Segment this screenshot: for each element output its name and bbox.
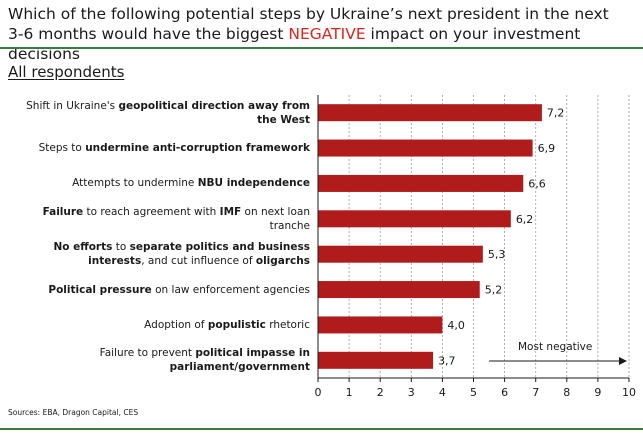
category-label-7-part-3: rhetoric	[265, 318, 310, 331]
category-label-8-part-1: Failure to prevent	[99, 347, 196, 360]
x-tick-label-1: 1	[346, 386, 353, 399]
category-label-4: Failure to reach agreement with IMF on n…	[10, 205, 310, 233]
arrow-head	[619, 357, 627, 365]
category-label-3-part-2: NBU independence	[197, 177, 310, 190]
value-label-1: 7,2	[547, 107, 565, 120]
category-label-5: No efforts to separate politics and busi…	[10, 240, 310, 268]
category-label-8: Failure to prevent political impasse in p…	[10, 346, 310, 374]
category-label-6: Political pressure on law enforcement ag…	[10, 283, 310, 297]
category-label-6-part-1: Political pressure	[48, 283, 152, 296]
category-label-1-part-2: geopolitical direction away from	[118, 99, 310, 112]
bar-7	[318, 316, 443, 334]
category-label-4-part-1: Failure	[42, 205, 84, 218]
x-axis: 0 1 2 3 4 5 6 7 8 9 10	[315, 95, 636, 399]
category-label-4-part-2: to reach agreement with	[83, 205, 220, 218]
value-label-4: 6,2	[516, 213, 534, 226]
bar-2	[318, 139, 533, 157]
bottom-divider	[0, 428, 643, 430]
category-label-7-part-2: populistic	[207, 318, 266, 331]
category-label-1: Shift in Ukraine's geopolitical directio…	[10, 99, 310, 127]
top-divider	[0, 47, 643, 49]
category-label-2: Steps to undermine anti-corruption frame…	[10, 141, 310, 155]
value-label-8: 3,7	[438, 354, 456, 367]
x-tick-label-9: 9	[594, 386, 601, 399]
bar-3	[318, 174, 524, 192]
bar-4	[318, 210, 511, 228]
x-tick-label-10: 10	[622, 386, 636, 399]
category-label-1-part-4: the West	[257, 113, 310, 126]
chart-title: Which of the following potential steps b…	[8, 4, 638, 64]
value-label-7: 4,0	[447, 319, 465, 332]
category-label-5-part-7: oligarchs	[255, 255, 310, 268]
title-line-2-start: 3-6 months would have the biggest	[8, 25, 289, 43]
x-tick-label-4: 4	[439, 386, 446, 399]
x-tick-label-2: 2	[377, 386, 384, 399]
category-label-7-part-1: Adoption of	[144, 318, 208, 331]
value-label-2: 6,9	[538, 142, 556, 155]
category-label-6-part-2: on law enforcement agencies	[151, 283, 310, 296]
category-label-4-part-6: tranche	[269, 219, 310, 232]
category-label-3-part-1: Attempts to undermine	[72, 177, 198, 190]
category-label-1-part-1: Shift in Ukraine's	[26, 99, 119, 112]
x-tick-label-6: 6	[501, 386, 508, 399]
bar-1	[318, 104, 542, 122]
category-label-2-part-1: Steps to	[38, 142, 86, 155]
bar-8	[318, 351, 434, 369]
x-tick-label-7: 7	[532, 386, 539, 399]
bar-5	[318, 245, 483, 263]
value-label-5: 5,3	[488, 248, 506, 261]
chart-subtitle: All respondents	[8, 63, 125, 81]
category-label-5-part-5: interests	[88, 255, 142, 268]
category-label-7: Adoption of populistic rhetoric	[10, 318, 310, 332]
category-label-4-part-3: IMF	[219, 205, 242, 218]
x-tick-label-8: 8	[563, 386, 570, 399]
title-line-1: Which of the following potential steps b…	[8, 5, 609, 23]
value-label-6: 5,2	[485, 284, 503, 297]
x-tick-label-0: 0	[315, 386, 322, 399]
title-highlight: NEGATIVE	[288, 25, 366, 43]
x-tick-label-3: 3	[408, 386, 415, 399]
title-line-2-end: impact on your investment decisions	[8, 25, 581, 63]
category-label-5-part-1: No efforts	[53, 241, 113, 254]
gridlines	[348, 95, 630, 378]
category-label-5-part-2: to	[112, 241, 130, 254]
value-label-3: 6,6	[528, 177, 546, 190]
category-label-5-part-6: , and cut influence of	[141, 255, 256, 268]
category-label-2-part-2: undermine anti-corruption framework	[85, 142, 310, 155]
bar-6	[318, 281, 480, 299]
annotation-most-negative: Most negative	[518, 341, 593, 353]
most-negative-arrow	[489, 357, 627, 365]
category-label-8-part-2: political impasse in	[195, 347, 310, 360]
category-label-5-part-3: separate politics and business	[129, 241, 310, 254]
category-label-4-part-4: on next loan	[241, 205, 310, 218]
category-label-8-part-4: parliament/government	[169, 361, 310, 374]
value-labels: 7,2 6,9 6,6 6,2 5,3 5,2 4,0 3,7	[438, 107, 564, 368]
bars	[318, 104, 542, 369]
title-line-2: 3-6 months would have the biggest NEGATI…	[8, 24, 638, 64]
category-label-3: Attempts to undermine NBU independence	[10, 176, 310, 190]
sources-note: Sources: EBA, Dragon Capital, CES	[8, 408, 139, 417]
x-tick-label-5: 5	[470, 386, 477, 399]
